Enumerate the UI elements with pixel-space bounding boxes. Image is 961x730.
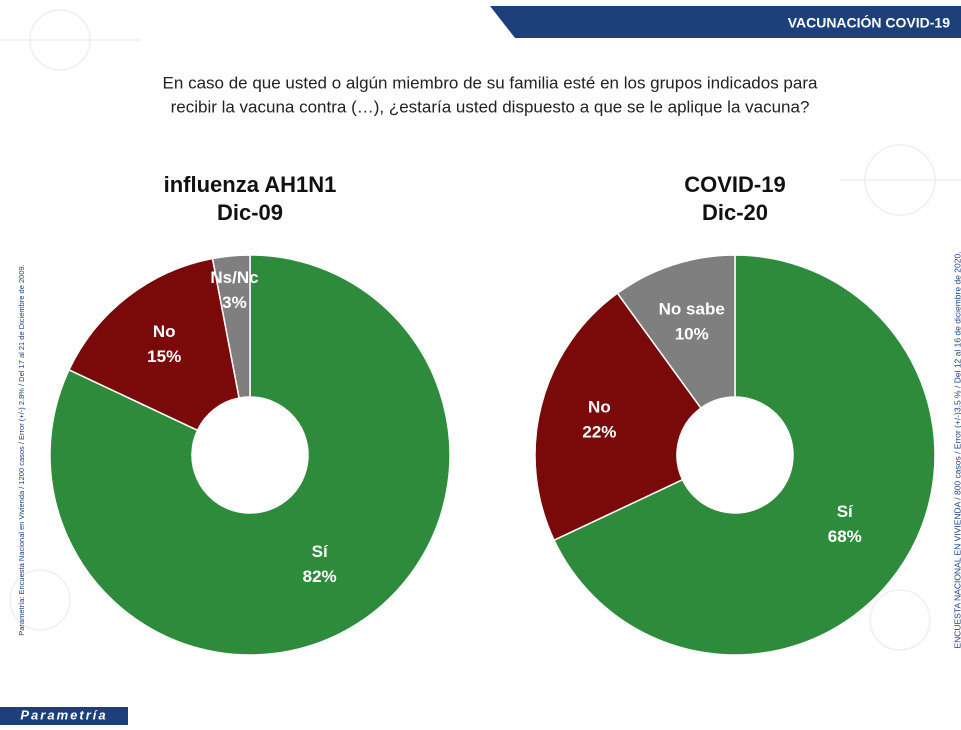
side-note: ENCUESTA NACIONAL EN VIVIENDA / 800 caso…	[952, 251, 961, 648]
slice-value: 10%	[675, 324, 709, 343]
slice-label: No	[153, 322, 176, 341]
question: En caso de que usted o algún miembro de …	[163, 73, 818, 92]
slice-label: Ns/Nc	[210, 268, 258, 287]
question: recibir la vacuna contra (…), ¿estaría u…	[171, 97, 810, 116]
slice-label: Sí	[837, 502, 854, 521]
slice-label: Sí	[312, 542, 329, 561]
chart-subtitle: Dic-09	[217, 200, 283, 225]
slice	[616, 254, 736, 410]
chart-title: COVID-19	[684, 172, 785, 197]
slice	[49, 254, 451, 656]
slice-value: 68%	[828, 527, 862, 546]
slice-value: 22%	[582, 423, 616, 442]
chart-subtitle: Dic-20	[702, 200, 768, 225]
slice-value: 82%	[303, 567, 337, 586]
slice	[553, 254, 936, 656]
slice-value: 15%	[147, 347, 181, 366]
slice	[534, 292, 702, 542]
header-bar	[490, 6, 961, 38]
logo: Parametría	[20, 707, 107, 722]
logo-bar	[0, 707, 128, 725]
chart-title: influenza AH1N1	[164, 172, 337, 197]
slice-label: No sabe	[659, 299, 725, 318]
slice-label: No	[588, 398, 611, 417]
header-title: VACUNACIÓN COVID-19	[788, 14, 951, 31]
background-pattern	[0, 9, 961, 651]
side-note: Parametría: Encuesta Nacional en Viviend…	[17, 264, 26, 636]
slice	[211, 254, 251, 399]
slice	[68, 257, 241, 432]
slice-value: 3%	[222, 293, 247, 312]
